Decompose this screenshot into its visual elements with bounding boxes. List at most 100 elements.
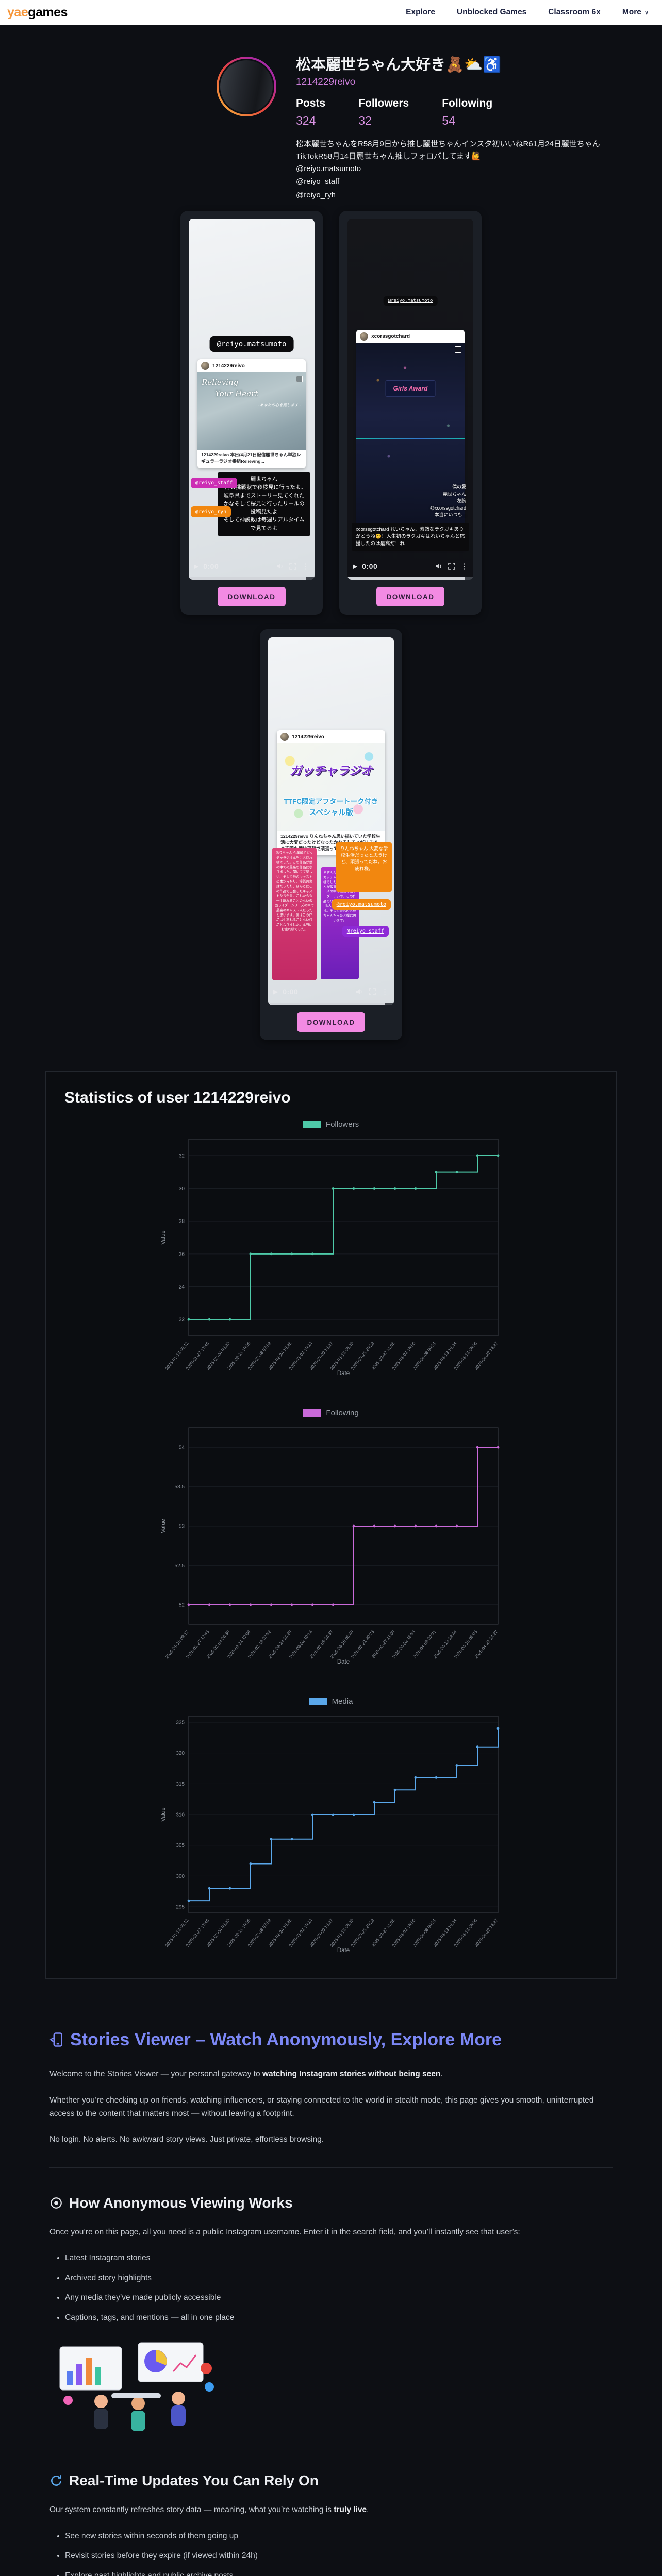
nav-more[interactable]: More ∨ (622, 8, 649, 17)
anime-subtitle-text: TTFC限定アフタートーク付き (284, 798, 378, 806)
svg-text:315: 315 (176, 1782, 185, 1787)
stat-followers-value: 32 (358, 114, 372, 128)
video-progress-bar[interactable] (347, 577, 473, 580)
stat-followers-label: Followers (358, 97, 409, 110)
svg-text:32: 32 (179, 1154, 185, 1159)
divider (49, 2167, 613, 2168)
post-caption: 1214229reivo 本日(4月21日配信麗世ちゃん単独レギュラーラジオ番組… (201, 452, 301, 464)
logo-part-2: games (28, 5, 68, 20)
stage-light-beam (356, 438, 465, 440)
bullet-item: Any media they’ve made publicly accessib… (65, 2291, 613, 2304)
svg-text:53: 53 (179, 1524, 185, 1530)
lead-text-bold: truly live (334, 2505, 367, 2515)
fullscreen-icon[interactable] (289, 562, 297, 570)
profile-name: 松本麗世ちゃん大好き🧸⛅♿ (296, 57, 502, 73)
volume-icon[interactable] (355, 988, 363, 996)
followers-chart: Followers 22 24 26 28 30 32 2025-01-18 09:12 20… (156, 1120, 506, 1382)
menu-icon[interactable]: ⋮ (381, 988, 389, 997)
play-icon[interactable]: ▶ (194, 563, 199, 570)
bullet-list-anonymous: Latest Instagram stories Archived story h… (49, 2251, 613, 2324)
article-section: Stories Viewer – Watch Anonymously, Expl… (0, 1979, 662, 2576)
stat-following-value: 54 (442, 114, 455, 128)
svg-text:22: 22 (179, 1317, 185, 1323)
video-progress-bar[interactable] (268, 1003, 394, 1006)
avatar (217, 57, 276, 116)
legend-swatch (303, 1409, 321, 1417)
logo-part-1: yae (7, 5, 28, 20)
svg-text:Date: Date (337, 1370, 350, 1377)
story-video-3[interactable]: 1214229reivo ガッチャラジオ TTFC限定アフタートーク付き スペシャ… (268, 637, 394, 1006)
nav-unblocked-games[interactable]: Unblocked Games (456, 8, 527, 16)
chart-legend: Followers (156, 1120, 506, 1129)
legend-label: Media (332, 1697, 353, 1706)
story-tag: @reiyo_staff (342, 926, 389, 937)
svg-text:53.5: 53.5 (175, 1484, 185, 1490)
svg-text:310: 310 (176, 1812, 185, 1818)
download-button[interactable]: DOWNLOAD (297, 1012, 365, 1032)
story-tag: @reiyo_staff (191, 478, 238, 489)
svg-text:54: 54 (179, 1445, 185, 1451)
lead-text: . (367, 2505, 369, 2515)
anime-title-text: ガッチャラジオ (289, 764, 373, 778)
video-time: 0:00 (283, 988, 299, 996)
svg-text:295: 295 (176, 1905, 185, 1910)
anime-subtitle-text-2: スペシャル版 (308, 809, 353, 818)
story-tag: @reiyo_ryh (191, 506, 231, 518)
post-photo: Relieving Your Heart ~あなたの心を癒します~ (197, 372, 306, 450)
analytics-illustration (49, 2337, 613, 2446)
reposted-post: xcorssgotchard Girls Award (356, 330, 465, 550)
menu-icon[interactable]: ⋮ (302, 562, 309, 571)
stat-following-label: Following (442, 97, 493, 110)
profile-stats: Posts 324 Followers 32 Following 54 (296, 97, 626, 128)
story-overlay-text: 麗世ちゃん 4月の挑戦状で夜桜見に行ったよ。岐阜県までストーリー見てくれたかなそ… (218, 472, 310, 536)
profile-mention-3: @reiyo_ryh (296, 190, 336, 199)
play-icon[interactable]: ▶ (273, 988, 278, 996)
svg-text:Value: Value (160, 1808, 167, 1822)
svg-text:28: 28 (179, 1219, 185, 1225)
post-username: 1214229reivo (212, 363, 245, 369)
legend-label: Following (326, 1409, 359, 1418)
svg-text:30: 30 (179, 1186, 185, 1192)
volume-icon[interactable] (276, 562, 284, 570)
play-icon[interactable]: ▶ (353, 563, 358, 570)
fullscreen-icon[interactable] (448, 562, 456, 570)
site-logo[interactable]: yaegames (7, 5, 68, 20)
statistics-section: Statistics of user 1214229reivo Follower… (45, 1071, 617, 1979)
stories-row-1: @reiyo.matsumoto 1214229reivo Relieving … (0, 211, 662, 615)
svg-text:52: 52 (179, 1603, 185, 1608)
nav-classroom-6x[interactable]: Classroom 6x (548, 8, 601, 16)
svg-text:325: 325 (176, 1720, 185, 1726)
intro-paragraph-1: Welcome to the Stories Viewer — your per… (49, 2067, 613, 2081)
stat-followers: Followers 32 (358, 97, 409, 128)
eye-icon (49, 2196, 63, 2210)
reposted-post: 1214229reivo ガッチャラジオ TTFC限定アフタートーク付き スペシャ… (277, 730, 385, 856)
legend-label: Followers (325, 1120, 359, 1129)
chart-legend: Media (156, 1697, 506, 1706)
video-controls[interactable]: ▶ 0:00 ⋮ (347, 555, 473, 577)
download-button[interactable]: DOWNLOAD (376, 587, 444, 607)
menu-icon[interactable]: ⋮ (460, 562, 468, 571)
legend-swatch (303, 1121, 321, 1129)
story-card-3: 1214229reivo ガッチャラジオ TTFC限定アフタートーク付き スペシャ… (260, 629, 402, 1041)
download-button[interactable]: DOWNLOAD (218, 587, 286, 607)
video-progress-bar[interactable] (189, 577, 315, 580)
svg-text:300: 300 (176, 1874, 185, 1879)
story-video-2[interactable]: @reiyo.matsumoto xcorssgotchard Girls Aw… (347, 219, 473, 580)
fullscreen-icon[interactable] (368, 988, 376, 996)
bullet-item: Explore past highlights and public archi… (65, 2569, 613, 2576)
stat-posts-label: Posts (296, 97, 326, 110)
story-overlay-text: 僕の愛 麗世ちゃん 左腕 @xcorssgotchard 本当にいつも... (429, 484, 466, 518)
expand-icon (295, 376, 303, 383)
post-username: 1214229reivo (292, 734, 324, 740)
post-photo: Girls Award (356, 343, 465, 550)
video-controls[interactable]: ▶ 0:00 ⋮ (268, 981, 394, 1003)
volume-icon[interactable] (435, 562, 443, 570)
svg-text:305: 305 (176, 1843, 185, 1849)
video-controls[interactable]: ▶ 0:00 ⋮ (189, 555, 315, 577)
nav-explore[interactable]: Explore (406, 8, 435, 16)
story-video-1[interactable]: @reiyo.matsumoto 1214229reivo Relieving … (189, 219, 315, 580)
profile-section: 松本麗世ちゃん大好き🧸⛅♿ 1214229reivo Posts 324 Fol… (217, 57, 662, 201)
post-avatar (201, 362, 210, 370)
section-lead: Once you’re on this page, all you need i… (49, 2227, 520, 2236)
chevron-down-icon: ∨ (644, 9, 649, 16)
